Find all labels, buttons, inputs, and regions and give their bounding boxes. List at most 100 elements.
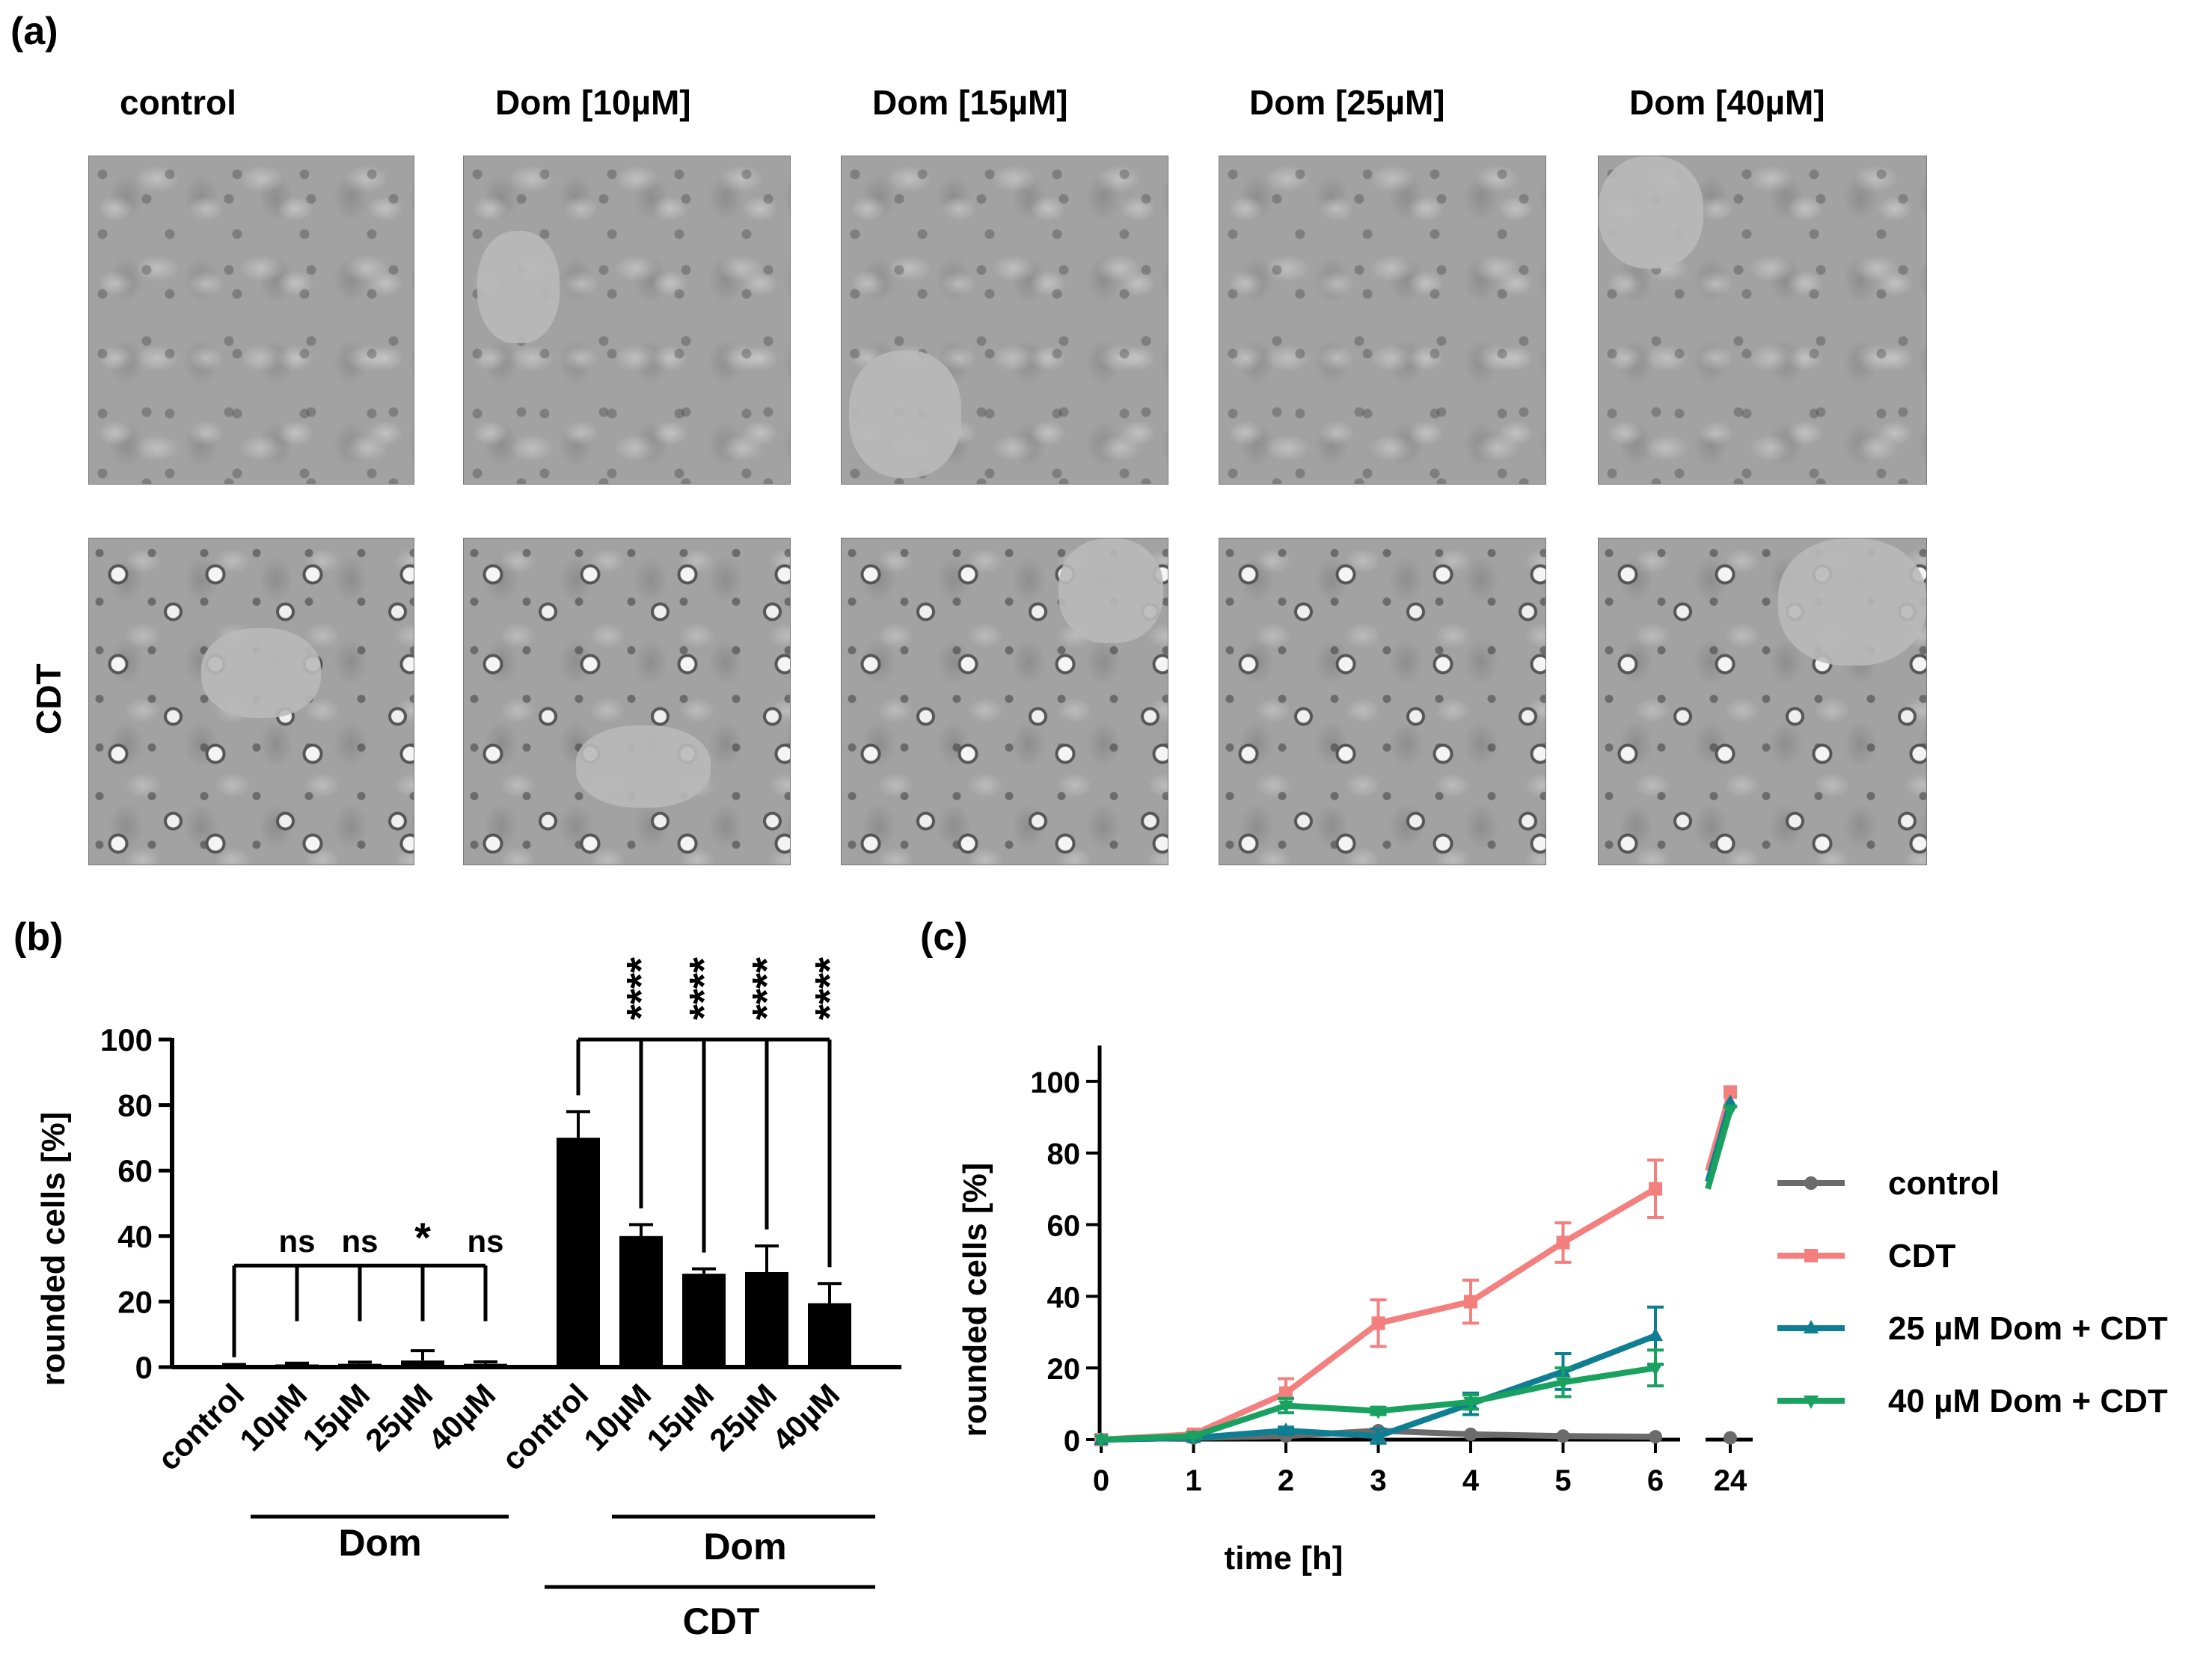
micrograph-dom-25 xyxy=(1219,156,1546,485)
panel-a-label: (a) xyxy=(10,10,58,53)
data-point xyxy=(1804,1396,1819,1409)
x-tick-label: 4 xyxy=(1462,1464,1480,1497)
significance-label: **** xyxy=(807,957,852,1020)
micrograph-dom-10 xyxy=(463,156,791,485)
bar xyxy=(745,1271,788,1367)
data-point xyxy=(1648,1363,1663,1377)
data-point xyxy=(1371,1316,1385,1330)
column-title-dom-25: Dom [25µM] xyxy=(1249,83,1445,122)
series-line-24h xyxy=(1705,1109,1733,1190)
bar xyxy=(401,1360,444,1367)
bar xyxy=(338,1363,382,1367)
data-point xyxy=(1648,1327,1663,1342)
row-label-cdt: CDT xyxy=(29,663,68,734)
micrograph-empty-area xyxy=(201,628,321,718)
significance-label: * xyxy=(414,1214,431,1261)
x-tick-label: 3 xyxy=(1370,1464,1386,1497)
bar xyxy=(619,1235,663,1367)
x-tick-label: 5 xyxy=(1554,1464,1571,1497)
data-point xyxy=(1723,1094,1738,1108)
y-tick-label: 100 xyxy=(100,1022,153,1057)
bar xyxy=(682,1274,726,1367)
significance-label: ns xyxy=(467,1224,503,1259)
x-tick-label: control xyxy=(494,1377,595,1477)
y-tick-label: 100 xyxy=(1030,1066,1080,1099)
bar xyxy=(808,1303,851,1367)
data-point xyxy=(1464,1295,1477,1309)
micrograph-cdt-control xyxy=(88,538,414,865)
x-tick-label: 25µM xyxy=(358,1377,439,1458)
data-point xyxy=(1723,1105,1738,1119)
x-tick-label: 6 xyxy=(1647,1464,1664,1497)
data-point xyxy=(1186,1431,1201,1445)
significance-label: **** xyxy=(744,957,789,1020)
legend-label: 25 µM Dom + CDT xyxy=(1888,1310,2168,1347)
bar xyxy=(464,1363,507,1367)
data-point xyxy=(1094,1434,1109,1448)
dom-group-label: Dom xyxy=(703,1526,786,1568)
y-tick-label: 40 xyxy=(117,1219,153,1254)
line-chart-time-course: (c) rounded cells [%] time [h] 020406080… xyxy=(920,915,2168,1576)
micrograph-empty-area xyxy=(1778,538,1926,666)
data-point xyxy=(1649,1430,1662,1444)
micrograph-empty-area xyxy=(1058,538,1163,643)
significance-label: ns xyxy=(341,1224,378,1259)
data-point xyxy=(1804,1176,1818,1190)
bar xyxy=(275,1364,319,1367)
x-tick-label: 15µM xyxy=(295,1377,376,1458)
x-tick-label: 2 xyxy=(1278,1464,1294,1497)
x-tick-label: 0 xyxy=(1093,1464,1109,1497)
x-tick-label: 25µM xyxy=(702,1377,783,1458)
y-tick-label: 0 xyxy=(1064,1425,1080,1458)
data-point xyxy=(1279,1386,1293,1400)
micrograph-dom-40 xyxy=(1598,156,1927,485)
data-point xyxy=(1278,1422,1293,1437)
data-point xyxy=(1278,1400,1293,1414)
x-tick-label: 10µM xyxy=(577,1377,658,1458)
micrograph-control xyxy=(88,156,414,485)
column-title-dom-10: Dom [10µM] xyxy=(495,83,691,122)
micrograph-cdt-dom-15 xyxy=(841,538,1168,865)
dom-group-label: Dom xyxy=(338,1522,421,1564)
data-point xyxy=(1804,1320,1819,1333)
micrograph-cdt-dom-10 xyxy=(463,538,791,865)
micrograph-empty-area xyxy=(477,231,560,343)
micrograph-cdt-dom-25 xyxy=(1219,538,1546,865)
column-title-dom-15: Dom [15µM] xyxy=(872,83,1068,122)
column-title-dom-40: Dom [40µM] xyxy=(1629,83,1825,122)
y-tick-label: 60 xyxy=(1047,1210,1081,1243)
column-title-control: control xyxy=(120,83,236,122)
x-tick-label: 24 xyxy=(1714,1464,1747,1497)
y-tick-label: 40 xyxy=(1047,1281,1081,1314)
data-point xyxy=(1804,1249,1818,1262)
micrograph-empty-area xyxy=(1599,156,1703,268)
data-point xyxy=(1464,1427,1477,1441)
legend-label: 40 µM Dom + CDT xyxy=(1888,1383,2168,1419)
data-point xyxy=(1370,1428,1386,1442)
legend-label: control xyxy=(1888,1165,2000,1202)
legend-label: CDT xyxy=(1888,1238,1956,1274)
data-point xyxy=(1724,1085,1737,1099)
data-point xyxy=(1724,1431,1737,1445)
y-tick-label: 0 xyxy=(135,1350,153,1385)
x-tick-label: 40µM xyxy=(421,1377,502,1458)
bar xyxy=(212,1365,256,1367)
micrograph-cdt-dom-40 xyxy=(1598,538,1927,865)
x-tick-label: 15µM xyxy=(640,1377,720,1458)
y-tick-label: 80 xyxy=(1047,1138,1081,1171)
micrograph-empty-area xyxy=(849,351,961,478)
y-tick-label: 20 xyxy=(1047,1353,1081,1386)
bar xyxy=(557,1137,600,1367)
y-tick-label: 60 xyxy=(117,1153,153,1188)
significance-label: **** xyxy=(681,957,726,1020)
data-point xyxy=(1370,1405,1386,1419)
cdt-group-label: CDT xyxy=(683,1600,760,1642)
panel-c-label: (c) xyxy=(920,915,968,959)
x-tick-label: 40µM xyxy=(765,1377,846,1458)
y-tick-label: 20 xyxy=(117,1284,153,1319)
micrograph-dom-15 xyxy=(841,156,1168,485)
data-point xyxy=(1463,1396,1478,1410)
x-axis-label: time [h] xyxy=(1225,1540,1344,1576)
data-point xyxy=(1555,1377,1571,1391)
